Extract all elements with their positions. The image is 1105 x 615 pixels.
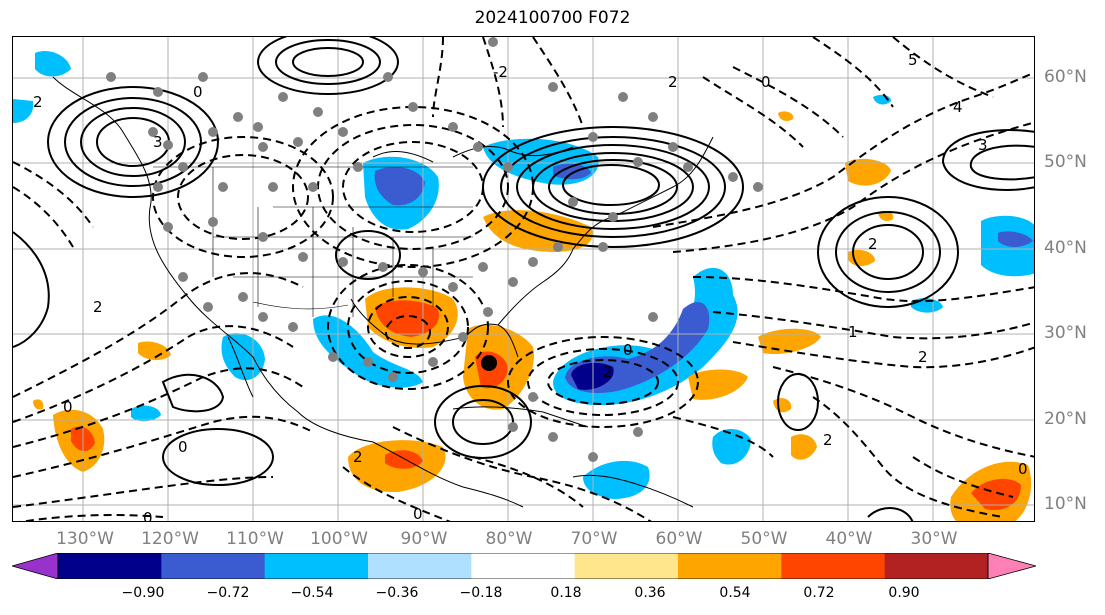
neg-anomaly-south-atlantic — [712, 428, 751, 465]
neg-anomaly-caribbean — [583, 460, 650, 499]
pos-anomaly-west-tiny — [33, 399, 44, 410]
contour-label: 2 — [93, 298, 103, 316]
pos-anomaly-subtropic-2 — [773, 398, 792, 413]
contour-label: 0 — [413, 505, 423, 522]
lat-label: 20°N — [1044, 409, 1087, 429]
pos-anomaly-west-small — [138, 341, 171, 361]
pos-anomaly-subtropic-1 — [791, 434, 817, 460]
neg-anomaly-mexico — [221, 333, 265, 381]
colorbar-tick-label: 0.90 — [888, 585, 920, 601]
lon-label: 80°W — [485, 529, 533, 549]
storm-center-marker — [481, 355, 497, 371]
lon-label: 40°W — [825, 529, 873, 549]
lon-label: 30°W — [910, 529, 958, 549]
contour-label: 2 — [353, 448, 363, 466]
colorbar-tick-label: −0.18 — [459, 585, 503, 601]
contour-label: 3 — [153, 133, 163, 151]
lon-label: 100°W — [310, 529, 368, 549]
neg-anomaly-west-edge — [13, 99, 34, 123]
pos-anomaly-mid-atlantic-2 — [758, 328, 821, 355]
contours-positive — [13, 37, 1034, 521]
colorbar-segment — [884, 553, 989, 579]
contour-label: 0 — [193, 83, 203, 101]
contour-label: 0 — [761, 73, 771, 91]
colorbar-tick-label: 0.18 — [550, 585, 582, 601]
contour-label: 0 — [63, 398, 73, 416]
colorbar-segment — [58, 553, 162, 579]
contour-label-group: 0 2 3 -2 2 4 5 3 0 2 2 0 0 2 1 0 0 2 2 0… — [33, 51, 1028, 522]
contour-label: -2 — [493, 63, 508, 81]
colorbar-segment — [264, 553, 369, 579]
lon-label: 60°W — [655, 529, 703, 549]
contour-label: 2 — [823, 431, 833, 449]
neg-anomaly-atlantic-max — [571, 362, 614, 390]
pos-anomaly-north-4 — [778, 111, 794, 121]
contour-label: 5 — [908, 51, 918, 69]
colorbar-tick-label: −0.54 — [290, 585, 334, 601]
weather-map: 0 2 3 -2 2 4 5 3 0 2 2 0 0 2 1 0 0 2 2 0… — [12, 36, 1035, 522]
contour-label: 0 — [143, 509, 153, 522]
pos-anomaly-north-3 — [878, 210, 894, 221]
contour-label: 0 — [1018, 460, 1028, 478]
contour-label: 2 — [603, 363, 613, 381]
contour-label: 2 — [868, 235, 878, 253]
neg-anomaly-east-atlantic-core — [998, 231, 1033, 247]
colorbar-left-extension — [12, 553, 59, 579]
colorbar-frame — [57, 553, 989, 579]
contour-label: 2 — [33, 93, 43, 111]
station-markers — [106, 37, 763, 462]
shaded-fields — [13, 50, 1034, 521]
pos-anomaly-mid-atlantic — [688, 369, 748, 400]
neg-anomaly-quebec-core — [553, 163, 591, 180]
colorbar-segment — [471, 553, 576, 579]
colorbar-tick-label: −0.90 — [121, 585, 165, 601]
neg-anomaly-nw-pacific — [35, 50, 71, 77]
contours-negative — [13, 37, 1034, 521]
lat-label: 50°N — [1044, 152, 1087, 172]
pos-anomaly-north-1 — [845, 158, 891, 186]
colorbar-tick-label: 0.36 — [634, 585, 666, 601]
lon-label: 70°W — [570, 529, 618, 549]
lon-label: 110°W — [226, 529, 284, 549]
colorbar-segment — [678, 553, 782, 579]
contour-label: 2 — [918, 348, 928, 366]
lat-label: 30°N — [1044, 323, 1087, 343]
coastlines — [52, 76, 714, 508]
colorbar-segment — [781, 553, 886, 579]
colorbar-segment — [161, 553, 266, 579]
neg-anomaly-pacific-small — [131, 405, 161, 422]
lon-label: 130°W — [56, 529, 114, 549]
contour-label: 0 — [178, 438, 188, 456]
contour-label: 3 — [978, 136, 988, 154]
graticule — [13, 37, 1034, 521]
neg-anomaly-greatlakes-core — [374, 166, 425, 206]
lon-label: 90°W — [400, 529, 448, 549]
colorbar-segment — [368, 553, 472, 579]
contour-label: 0 — [623, 341, 633, 359]
colorbar-right-extension — [987, 553, 1036, 579]
lon-label: 50°W — [740, 529, 788, 549]
lon-label: 120°W — [141, 529, 199, 549]
colorbar-segment — [574, 553, 679, 579]
colorbar — [12, 553, 1036, 579]
colorbar-tick-label: −0.36 — [375, 585, 419, 601]
colorbar-tick-label: 0.72 — [803, 585, 835, 601]
plot-title: 2024100700 F072 — [474, 8, 631, 28]
contour-label: 1 — [848, 323, 858, 341]
map-canvas: 0 2 3 -2 2 4 5 3 0 2 2 0 0 2 1 0 0 2 2 0… — [13, 37, 1034, 522]
colorbar-tick-label: 0.54 — [719, 585, 751, 601]
contour-label: 2 — [668, 73, 678, 91]
lat-label: 40°N — [1044, 238, 1087, 258]
pos-anomaly-newengland — [483, 210, 593, 252]
colorbar-segments — [58, 553, 989, 579]
lat-label: 60°N — [1044, 67, 1087, 87]
neg-anomaly-gulf — [313, 315, 423, 388]
lat-label: 10°N — [1044, 494, 1087, 514]
contour-label: 4 — [953, 98, 963, 116]
pos-anomaly-east-atlantic-core — [971, 478, 1021, 510]
colorbar-tick-label: −0.72 — [206, 585, 250, 601]
